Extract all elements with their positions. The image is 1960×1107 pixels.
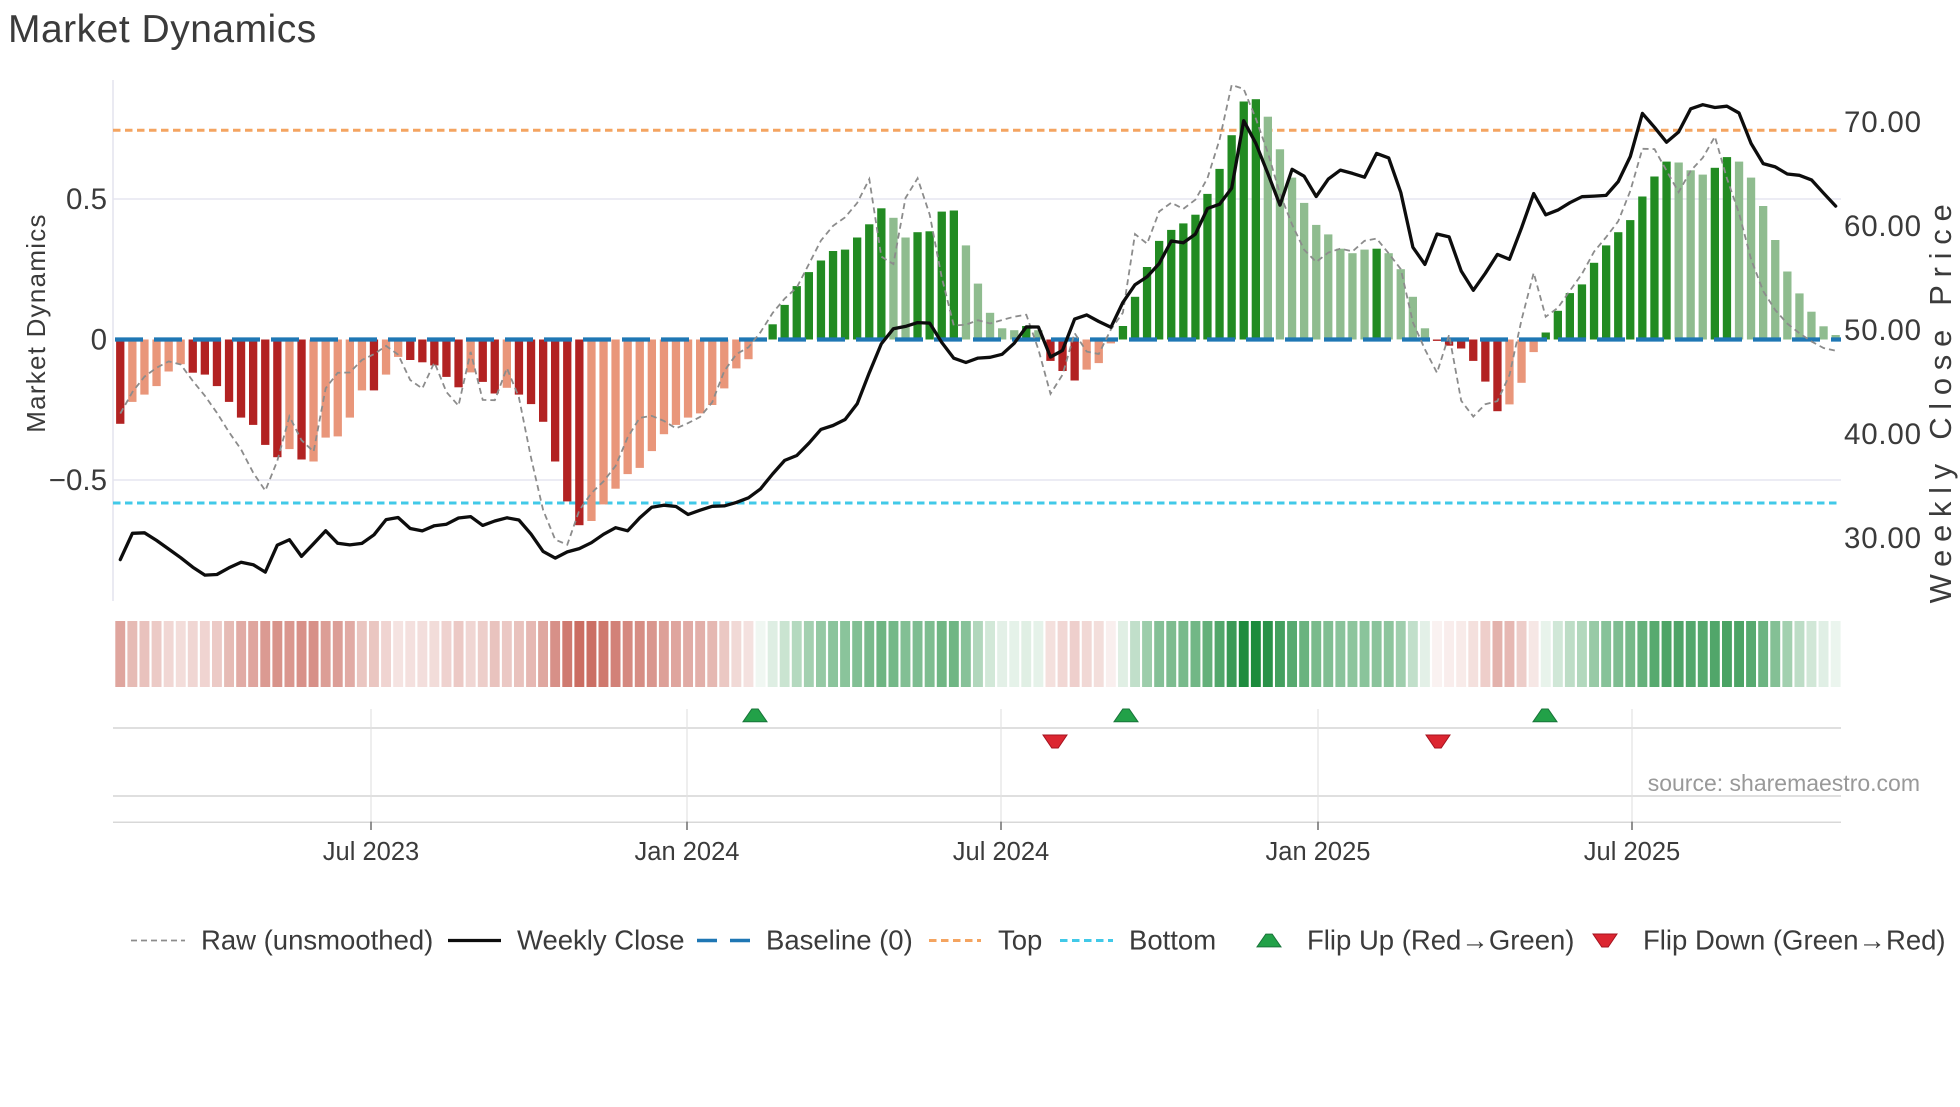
svg-text:Baseline (0): Baseline (0) (766, 925, 913, 956)
svg-text:Market Dynamics: Market Dynamics (21, 213, 51, 433)
svg-text:0.5: 0.5 (66, 183, 107, 216)
svg-text:30.00: 30.00 (1844, 522, 1922, 555)
svg-text:Jul 2024: Jul 2024 (953, 838, 1049, 866)
svg-text:Jul 2023: Jul 2023 (323, 838, 419, 866)
svg-text:Jan 2024: Jan 2024 (635, 838, 740, 866)
svg-text:Bottom: Bottom (1129, 925, 1216, 956)
svg-text:0: 0 (91, 324, 107, 357)
svg-text:70.00: 70.00 (1844, 106, 1922, 139)
svg-text:Weekly Close Price: Weekly Close Price (1923, 197, 1958, 604)
svg-text:Jul 2025: Jul 2025 (1584, 838, 1680, 866)
svg-text:60.00: 60.00 (1844, 210, 1922, 243)
svg-text:source: sharemaestro.com: source: sharemaestro.com (1648, 770, 1920, 796)
svg-text:50.00: 50.00 (1844, 314, 1922, 347)
svg-text:Weekly Close: Weekly Close (517, 925, 685, 956)
svg-text:Flip Up (Red→Green): Flip Up (Red→Green) (1307, 925, 1574, 956)
svg-text:Market Dynamics: Market Dynamics (8, 8, 317, 51)
svg-text:Flip Down (Green→Red): Flip Down (Green→Red) (1643, 925, 1946, 956)
svg-text:Jan 2025: Jan 2025 (1266, 838, 1371, 866)
svg-text:Raw (unsmoothed): Raw (unsmoothed) (201, 925, 433, 956)
svg-text:Top: Top (998, 925, 1042, 956)
svg-text:40.00: 40.00 (1844, 418, 1922, 451)
svg-text:−0.5: −0.5 (49, 464, 107, 497)
